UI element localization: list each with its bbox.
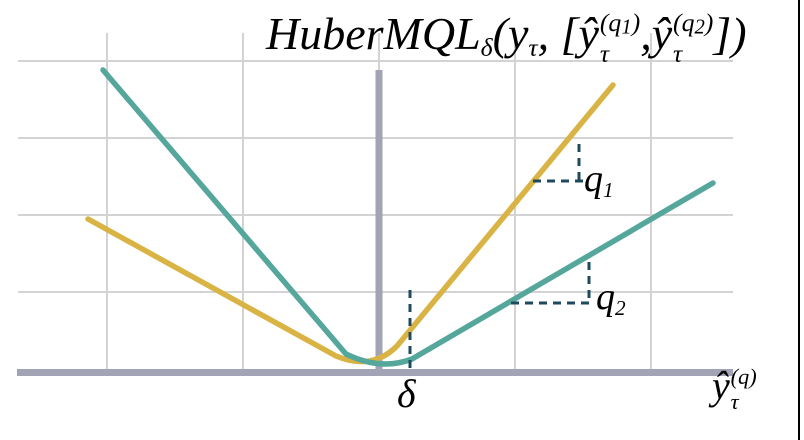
curve-teal [100, 67, 716, 367]
title-func-name: HuberMQL [266, 7, 481, 59]
title-y: y [507, 7, 529, 59]
title-yhat1-scripts: (q1) τ [600, 6, 640, 70]
title-yhat1-superscript: (q1) [599, 7, 641, 39]
x-axis-label-scripts: (q) τ [731, 362, 757, 418]
title-yhat2: ŷ [651, 7, 673, 59]
chart-title: HuberMQLδ(yτ, [ŷ (q1) τ ,ŷ (q2) τ]) [266, 6, 747, 70]
x-axis-label-base: ŷ [712, 363, 730, 409]
x-axis-label-superscript: (q) [730, 364, 757, 390]
title-comma: , [640, 7, 652, 59]
title-q1-digit: 1 [621, 16, 632, 39]
figure-border-line [798, 0, 800, 440]
title-yhat1-subscript: τ [599, 39, 610, 69]
title-q2-digit: 2 [694, 16, 705, 39]
x-axis-label-subscript: τ [730, 389, 739, 415]
q2-subscript: 2 [615, 295, 626, 320]
q1-subscript: 1 [603, 177, 614, 202]
title-yhat2-subscript: τ [673, 39, 683, 69]
title-separator: , [ [537, 7, 579, 59]
title-open-paren: ( [492, 7, 508, 59]
q1-slope-label: q1 [584, 158, 614, 202]
q2-slope-label: q2 [596, 276, 626, 320]
title-func-subscript: δ [480, 32, 493, 62]
title-yhat1: ŷ [578, 7, 599, 59]
delta-label: δ [397, 371, 416, 416]
title-close-brackets: ]) [713, 7, 747, 59]
x-axis-label: ŷ (q) τ [712, 362, 757, 418]
curve-gold [85, 82, 616, 365]
title-y-subscript: τ [528, 32, 538, 62]
title-yhat2-superscript: (q2) [673, 7, 714, 39]
title-yhat2-scripts: (q2) τ [673, 6, 713, 70]
